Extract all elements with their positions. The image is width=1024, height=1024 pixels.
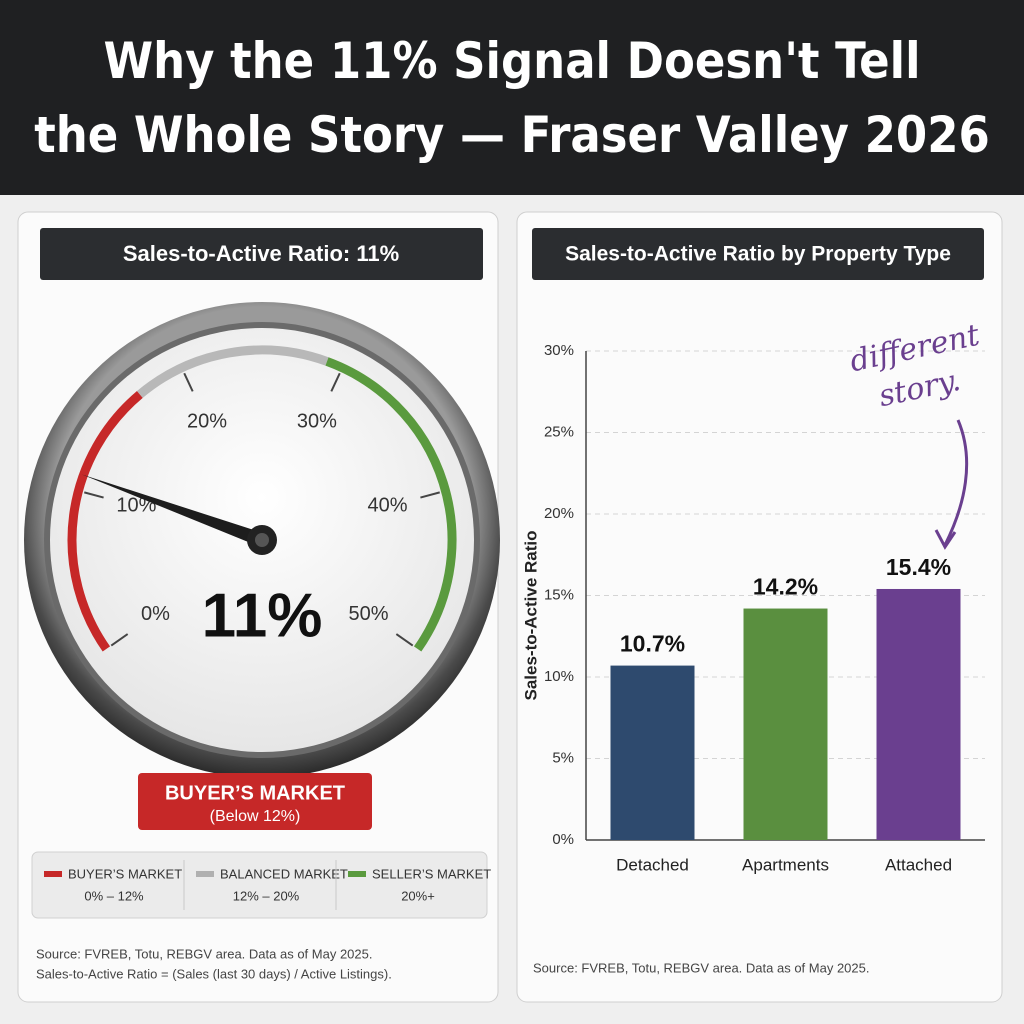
gauge-tick-label: 20% (187, 410, 227, 432)
legend-swatch (196, 871, 214, 877)
gauge-hub-cap (255, 533, 269, 547)
legend-name: BALANCED MARKET (220, 866, 348, 881)
legend-swatch (44, 871, 62, 877)
title: Why the 11% Signal Doesn't Tell the Whole… (34, 32, 990, 164)
gauge-tick (183, 372, 194, 392)
legend-range: 0% – 12% (84, 888, 144, 903)
legend-name: BUYER’S MARKET (68, 866, 182, 881)
gauge-tick-label: 30% (297, 410, 337, 432)
gauge-tick-label: 50% (348, 603, 388, 625)
bar-value-label: 15.4% (886, 554, 951, 580)
y-tick-label: 5% (552, 749, 574, 766)
gauge-tick (395, 633, 414, 647)
market-badge (138, 773, 372, 830)
gauge-zone (136, 345, 329, 398)
y-axis-label: Sales-to-Active Ratio (521, 530, 540, 700)
legend-box (31, 851, 488, 919)
bar (743, 608, 828, 840)
y-tick-label: 10% (544, 668, 574, 685)
y-tick-label: 0% (552, 831, 574, 848)
x-tick-label: Attached (885, 855, 952, 874)
gauge-zone (67, 391, 143, 652)
bar-value-label: 10.7% (620, 631, 685, 657)
y-tick-label: 20% (544, 505, 574, 522)
x-tick-label: Apartments (742, 855, 829, 874)
gauge-zone (325, 357, 457, 652)
gauge-tick (84, 491, 104, 499)
bar-title-bar (532, 228, 984, 280)
market-badge-title: BUYER’S MARKET (165, 782, 345, 804)
gauge-title: Sales-to-Active Ratio: 11% (123, 241, 399, 266)
annotation-arrowhead (934, 529, 957, 550)
gauge-needle (81, 474, 265, 547)
x-tick-label: Detached (616, 855, 689, 874)
legend-range: 20%+ (401, 888, 435, 903)
gauge-value: 11% (202, 581, 323, 650)
header-band (0, 0, 1024, 195)
y-tick-label: 25% (544, 423, 574, 440)
bar-chart-title: Sales-to-Active Ratio by Property Type (565, 243, 951, 266)
legend-swatch (348, 871, 366, 877)
bar-note: Source: FVREB, Totu, REBGV area. Data as… (533, 960, 869, 975)
bar-value-label: 14.2% (753, 574, 818, 600)
legend-name: SELLER’S MARKET (372, 866, 491, 881)
y-tick-label: 30% (544, 342, 574, 359)
gauge-note: Sales-to-Active Ratio = (Sales (last 30 … (36, 966, 392, 981)
bar (876, 588, 961, 840)
annotation-arrow (943, 419, 969, 546)
bar (610, 665, 695, 840)
gauge-tick (330, 372, 341, 392)
market-badge-subtitle: (Below 12%) (210, 808, 301, 825)
gauge-tick-label: 40% (368, 495, 408, 517)
legend-range: 12% – 20% (233, 888, 300, 903)
gauge-tick (110, 633, 129, 647)
gauge-tick-label: 0% (141, 603, 170, 625)
gauge: 0%10%20% 30%40%50%11% (67, 345, 457, 652)
bar-chart: 0% 5% 10% 15% 20% 25% 30% Sales-to-Active Ratio… (521, 318, 985, 975)
gauge-title-bar (40, 228, 483, 280)
gauge-tick (420, 491, 440, 499)
gauge-note: Source: FVREB, Totu, REBGV area. Data as… (36, 946, 372, 961)
y-tick-label: 15% (544, 586, 574, 603)
